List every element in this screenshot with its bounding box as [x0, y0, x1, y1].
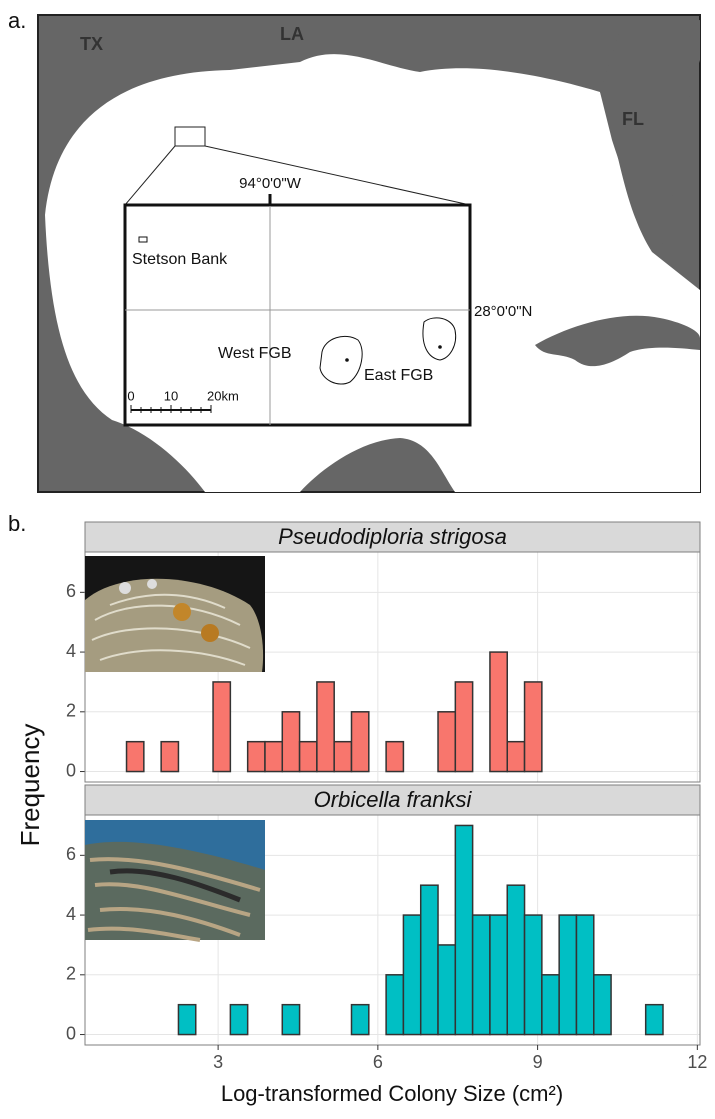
coral-spot: [119, 582, 131, 594]
west-fgb-point: [345, 358, 349, 362]
histogram-bar: [281, 1003, 301, 1036]
histogram-bar: [281, 711, 301, 773]
east-fgb-outline: [422, 317, 457, 361]
stetson-bank-outline: [138, 236, 148, 243]
site-label: West FGB: [218, 345, 292, 362]
coral-spot: [201, 624, 219, 642]
histogram-bar: [350, 711, 370, 773]
histogram-bar: [575, 914, 595, 1036]
strip: [84, 784, 701, 816]
longitude-label: 94°0'0"W: [239, 175, 302, 192]
histogram-bar: [298, 740, 318, 773]
inset-connector: [124, 145, 176, 206]
histogram-bar: [558, 914, 578, 1036]
histogram-bar: [523, 914, 543, 1036]
histogram-bar: [523, 681, 543, 773]
scale-label: 0: [127, 388, 134, 403]
histogram-bar: [506, 884, 526, 1036]
state-label: LA: [280, 24, 304, 44]
histogram-bar: [385, 974, 405, 1036]
x-tick-label: 6: [373, 1052, 383, 1072]
coral-ridges: [91, 593, 251, 666]
histogram-bar: [471, 914, 491, 1036]
histogram-bar: [644, 1003, 664, 1036]
photos: [85, 556, 265, 942]
strip-title: Orbicella franksi: [314, 787, 473, 812]
west-fgb-outline: [319, 336, 363, 385]
map: a. TX LA FL 94°0'0"W 28°0'0"N Stetson Ba…: [8, 8, 701, 493]
histogram-bar: [402, 914, 422, 1036]
histogram-bar: [489, 651, 508, 773]
y-tick-label: 6: [66, 581, 76, 601]
histogram-bar: [454, 681, 474, 773]
strip-title: Pseudodiploria strigosa: [278, 524, 507, 549]
inset: [123, 203, 472, 427]
histogram-bar: [316, 681, 335, 773]
site-label: East FGB: [364, 367, 433, 384]
coral-plates: [87, 857, 261, 942]
inset-connector: [204, 145, 471, 206]
photo-brain-coral: [85, 556, 265, 672]
histogram-bar: [541, 974, 560, 1036]
site-label: Stetson Bank: [132, 251, 228, 268]
histogram-bar: [125, 740, 145, 773]
x-axis-label: Log-transformed Colony Size (cm²): [221, 1081, 563, 1106]
histogram-bar: [489, 914, 508, 1036]
scale-label: 20km: [207, 388, 239, 403]
coral-body: [85, 841, 265, 940]
scale-bar: [130, 405, 212, 413]
y-tick-label: 2: [66, 964, 76, 984]
state-label: FL: [622, 109, 644, 129]
coral-shadow: [109, 868, 241, 903]
histogram-bar: [350, 1003, 370, 1036]
coral-spot: [173, 603, 191, 621]
inset-locator: [174, 126, 206, 147]
histogram-bar: [506, 740, 526, 773]
y-tick-label: 0: [66, 1023, 76, 1043]
histogram-bar: [437, 944, 457, 1036]
histogram-bar: [229, 1003, 249, 1036]
histogram-bar: [264, 740, 284, 773]
histogram-bar: [419, 884, 439, 1036]
y-tick-label: 4: [66, 641, 76, 661]
scale-label: 10: [164, 388, 178, 403]
histogram-bar: [177, 1003, 197, 1036]
coral-body: [85, 578, 264, 672]
florida: [600, 20, 700, 251]
photo-plate-coral: [85, 820, 265, 942]
y-tick-label: 4: [66, 904, 76, 924]
y-axis-label: Frequency: [15, 724, 45, 847]
cuba: [535, 315, 700, 367]
scale-ticks: [130, 405, 212, 413]
histogram-bar: [385, 740, 405, 773]
histogram-bar: [437, 711, 457, 773]
panel-label: b.: [8, 511, 26, 536]
x-tick-label: 12: [687, 1052, 707, 1072]
state-label: TX: [80, 34, 103, 54]
histogram-bar: [593, 974, 612, 1036]
east-fgb-point: [438, 345, 442, 349]
y-tick-label: 0: [66, 760, 76, 780]
y-tick-label: 6: [66, 844, 76, 864]
histogram-bar: [160, 740, 180, 773]
histogram-bar: [246, 740, 266, 773]
coral-spot: [147, 579, 157, 589]
histogram-bar: [454, 824, 474, 1036]
x-tick-label: 9: [533, 1052, 543, 1072]
histogram-bar: [212, 681, 232, 773]
histogram-bar: [333, 740, 353, 773]
y-tick-label: 2: [66, 701, 76, 721]
panel-label: a.: [8, 8, 26, 33]
x-tick-label: 3: [213, 1052, 223, 1072]
latitude-label: 28°0'0"N: [474, 303, 532, 320]
